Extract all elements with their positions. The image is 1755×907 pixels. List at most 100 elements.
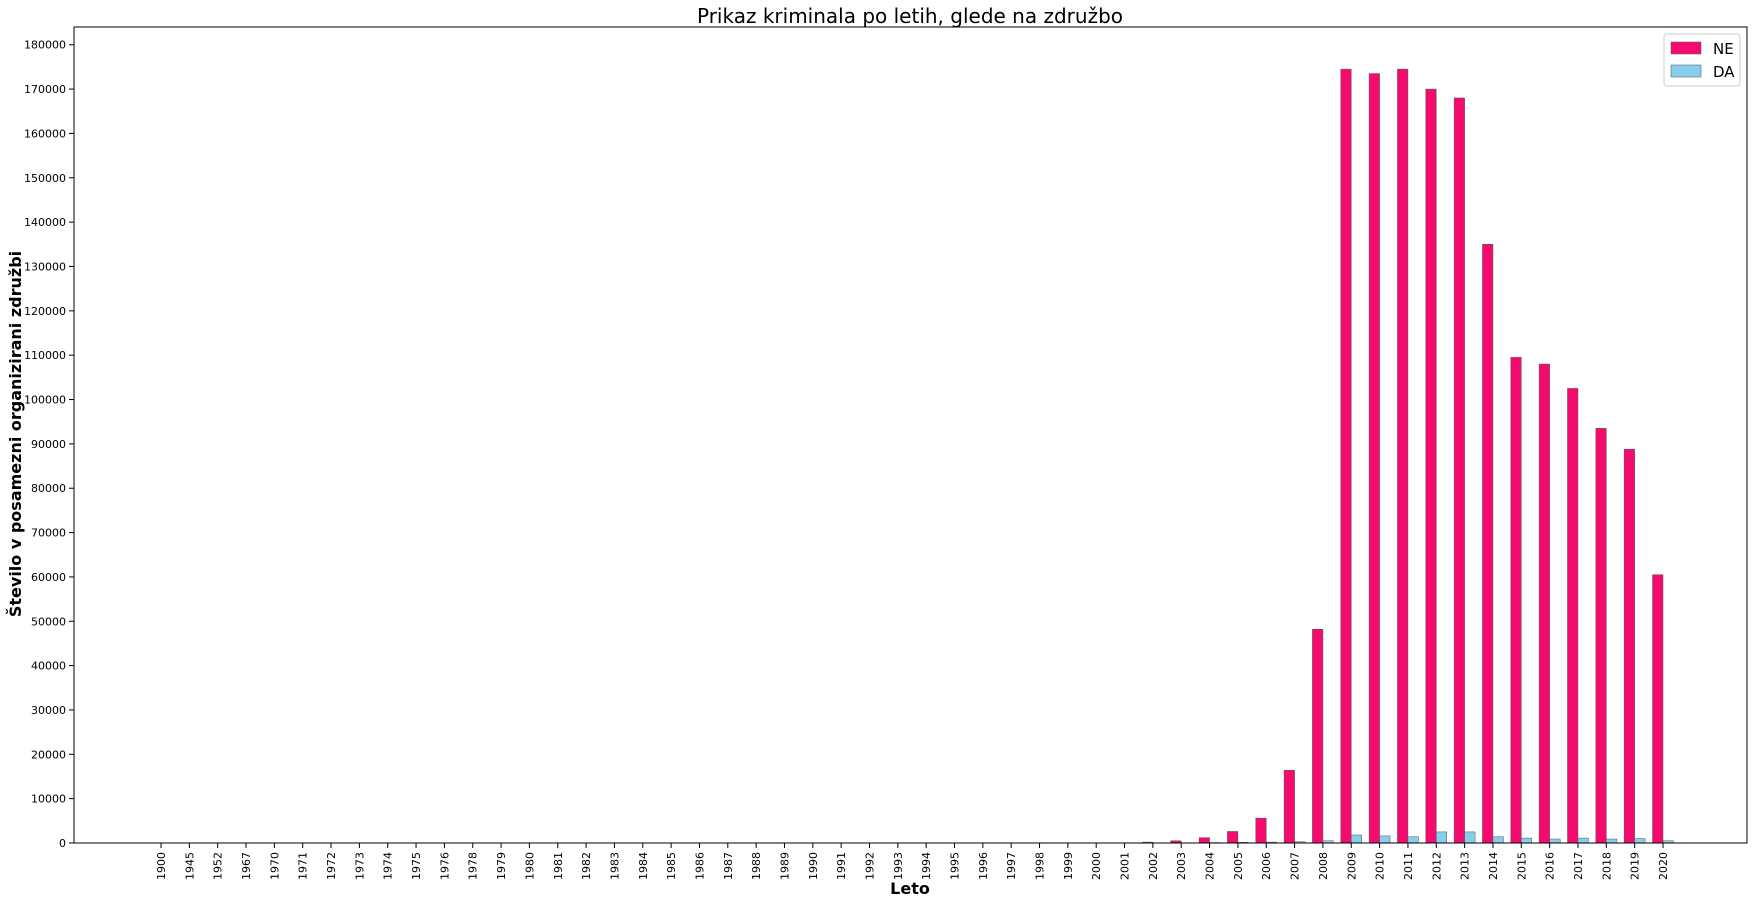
legend-swatch-ne (1671, 42, 1701, 54)
y-tick-label: 120000 (24, 305, 66, 318)
x-axis-label: Leto (890, 879, 930, 898)
bar-da-2012 (1436, 832, 1447, 843)
x-tick-label: 1982 (580, 852, 593, 880)
x-tick-label: 1973 (353, 852, 366, 880)
y-tick-label: 40000 (31, 660, 66, 673)
x-tick-label: 1993 (892, 852, 905, 880)
x-tick-label: 1970 (268, 852, 281, 880)
bar-ne-2018 (1596, 428, 1607, 843)
bar-da-2014 (1493, 837, 1504, 843)
x-tick-label: 2020 (1657, 852, 1670, 880)
x-tick-label: 2016 (1544, 852, 1557, 880)
x-tick-label: 1984 (637, 852, 650, 880)
y-tick-label: 0 (59, 837, 66, 850)
x-tick-label: 2015 (1515, 852, 1528, 880)
x-tick-label: 1974 (382, 852, 395, 880)
x-tick-label: 1990 (807, 852, 820, 880)
x-tick-label: 1994 (920, 852, 933, 880)
x-tick-label: 1992 (863, 852, 876, 880)
y-tick-label: 50000 (31, 615, 66, 628)
bar-ne-2010 (1369, 74, 1380, 843)
x-tick-label: 2014 (1487, 852, 1500, 880)
bar-da-2013 (1465, 832, 1476, 843)
x-tick-label: 2000 (1090, 852, 1103, 880)
y-tick-label: 170000 (24, 83, 66, 96)
x-tick-label: 2008 (1317, 852, 1330, 880)
bar-ne-2014 (1482, 244, 1493, 843)
bar-ne-2015 (1511, 357, 1522, 843)
x-tick-label: 1980 (523, 852, 536, 880)
x-tick-label: 2005 (1232, 852, 1245, 880)
x-tick-label: 1978 (467, 852, 480, 880)
x-tick-label: 1981 (552, 852, 565, 880)
bar-ne-2020 (1653, 575, 1664, 843)
x-tick-label: 2002 (1147, 852, 1160, 880)
bar-ne-2017 (1567, 388, 1578, 843)
y-tick-label: 130000 (24, 260, 66, 273)
bar-ne-2004 (1199, 838, 1210, 843)
legend-label-da: DA (1713, 63, 1735, 81)
bar-ne-2008 (1312, 629, 1323, 843)
bar-da-2015 (1521, 838, 1532, 843)
legend-label-ne: NE (1713, 40, 1734, 58)
y-axis-ticks: 0100002000030000400005000060000700008000… (24, 39, 74, 850)
x-tick-label: 1983 (608, 852, 621, 880)
bar-ne-2016 (1539, 364, 1550, 843)
x-tick-label: 1996 (977, 852, 990, 880)
y-tick-label: 110000 (24, 349, 66, 362)
plot-frame (74, 27, 1747, 843)
x-tick-label: 1986 (693, 852, 706, 880)
y-tick-label: 70000 (31, 527, 66, 540)
bar-series-group (151, 69, 1674, 843)
x-tick-label: 2018 (1600, 852, 1613, 880)
bar-ne-2012 (1426, 89, 1437, 843)
y-axis-label: Število v posamezni organizirani združbi (6, 251, 25, 617)
y-tick-label: 20000 (31, 748, 66, 761)
x-tick-label: 1991 (835, 852, 848, 880)
x-tick-label: 2010 (1374, 852, 1387, 880)
y-tick-label: 140000 (24, 216, 66, 229)
bar-da-2011 (1408, 837, 1419, 843)
x-tick-label: 1972 (325, 852, 338, 880)
y-tick-label: 180000 (24, 39, 66, 52)
x-tick-label: 2007 (1289, 852, 1302, 880)
bar-ne-2013 (1454, 98, 1465, 843)
x-tick-label: 2004 (1204, 852, 1217, 880)
y-tick-label: 10000 (31, 793, 66, 806)
y-tick-label: 160000 (24, 127, 66, 140)
bar-da-2010 (1380, 836, 1391, 843)
y-tick-label: 80000 (31, 482, 66, 495)
x-tick-label: 1975 (410, 852, 423, 880)
x-tick-label: 1997 (1005, 852, 1018, 880)
bar-da-2018 (1606, 839, 1617, 843)
legend: NE DA (1664, 34, 1740, 86)
legend-swatch-da (1671, 65, 1701, 77)
bar-da-2019 (1635, 839, 1646, 843)
y-tick-label: 150000 (24, 172, 66, 185)
x-tick-label: 1967 (240, 852, 253, 880)
x-tick-label: 1989 (778, 852, 791, 880)
bar-da-2017 (1578, 838, 1589, 843)
chart-title: Prikaz kriminala po letih, glede na zdru… (697, 4, 1123, 28)
x-tick-label: 1976 (438, 852, 451, 880)
x-tick-label: 2006 (1260, 852, 1273, 880)
x-tick-label: 2017 (1572, 852, 1585, 880)
bar-ne-2009 (1341, 69, 1352, 843)
y-tick-label: 100000 (24, 394, 66, 407)
bar-da-2016 (1550, 839, 1561, 843)
bar-ne-2007 (1284, 770, 1295, 843)
x-tick-label: 1952 (212, 852, 225, 880)
x-tick-label: 2013 (1459, 852, 1472, 880)
y-tick-label: 90000 (31, 438, 66, 451)
x-tick-label: 1945 (183, 852, 196, 880)
x-tick-label: 2001 (1119, 852, 1132, 880)
x-tick-label: 1979 (495, 852, 508, 880)
bar-ne-2019 (1624, 449, 1635, 843)
x-tick-label: 2009 (1345, 852, 1358, 880)
x-tick-label: 1985 (665, 852, 678, 880)
x-tick-label: 2019 (1629, 852, 1642, 880)
x-tick-label: 1999 (1062, 852, 1075, 880)
